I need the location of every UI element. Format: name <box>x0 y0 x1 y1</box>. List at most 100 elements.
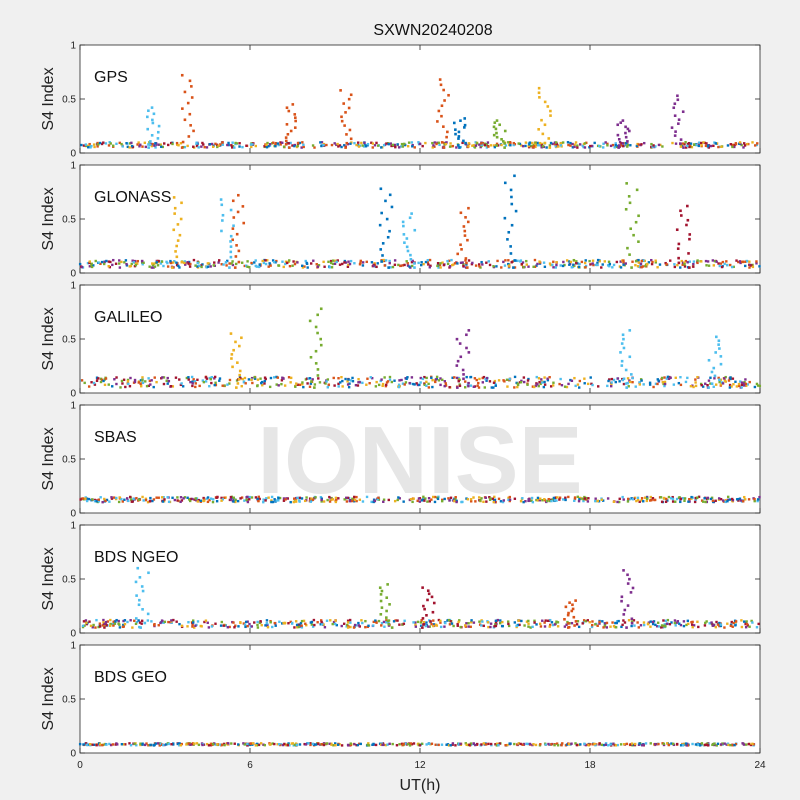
data-point <box>147 143 150 146</box>
data-point <box>154 146 157 149</box>
data-point <box>596 258 600 262</box>
data-point <box>718 145 721 148</box>
data-point <box>690 145 694 149</box>
data-point <box>397 496 400 499</box>
data-point <box>640 379 643 382</box>
data-point <box>231 145 235 148</box>
data-point <box>361 261 365 264</box>
data-point <box>543 100 547 104</box>
data-point <box>504 259 507 262</box>
data-point <box>717 498 721 501</box>
data-point <box>619 351 622 354</box>
data-point <box>719 355 723 358</box>
data-point <box>608 378 611 381</box>
data-point <box>264 377 267 381</box>
data-point <box>230 144 233 147</box>
data-point <box>494 384 497 387</box>
data-point <box>329 619 332 622</box>
data-point <box>429 743 432 746</box>
data-point <box>151 121 155 125</box>
data-point <box>393 143 396 147</box>
data-point <box>160 260 164 263</box>
data-point <box>277 384 280 387</box>
data-point <box>232 348 235 352</box>
data-point <box>97 143 100 146</box>
data-point <box>597 385 600 388</box>
data-point <box>320 497 323 500</box>
data-point <box>503 380 506 383</box>
data-point <box>443 625 446 628</box>
data-point <box>443 497 446 501</box>
data-point <box>622 382 626 386</box>
data-point <box>596 261 599 265</box>
data-point <box>578 496 582 500</box>
data-point <box>500 143 503 147</box>
data-point <box>350 141 353 144</box>
data-point <box>709 382 712 385</box>
data-point <box>546 619 550 622</box>
data-point <box>755 143 759 147</box>
data-point <box>631 260 634 263</box>
data-point <box>141 379 144 382</box>
data-point <box>99 380 103 384</box>
data-point <box>697 144 701 148</box>
data-point <box>340 744 344 747</box>
data-point <box>126 380 130 383</box>
data-point <box>104 499 107 503</box>
data-point <box>102 618 105 622</box>
spike-cluster <box>455 329 471 389</box>
data-point <box>711 624 714 627</box>
data-point <box>374 743 378 747</box>
data-point <box>742 146 745 149</box>
data-point <box>666 499 669 502</box>
data-point <box>271 259 275 262</box>
data-point <box>565 385 569 389</box>
data-point <box>235 386 238 389</box>
data-point <box>264 499 267 502</box>
data-point <box>590 144 594 148</box>
data-point <box>586 619 589 622</box>
data-point <box>232 224 235 228</box>
data-point <box>495 135 499 139</box>
data-point <box>388 742 391 746</box>
data-point <box>593 141 596 145</box>
data-point <box>686 744 690 747</box>
data-point <box>751 742 754 746</box>
data-point <box>104 142 108 145</box>
data-point <box>146 115 149 119</box>
data-point <box>275 383 278 386</box>
data-point <box>489 625 492 629</box>
data-point <box>616 620 619 623</box>
data-point <box>541 132 545 136</box>
data-point <box>758 265 761 268</box>
data-point <box>531 500 535 504</box>
data-point <box>104 377 108 380</box>
data-point <box>276 142 280 145</box>
data-point <box>113 622 117 625</box>
data-point <box>371 376 374 380</box>
data-point <box>543 497 546 501</box>
data-point <box>710 621 713 624</box>
data-point <box>574 384 577 388</box>
data-point <box>623 608 627 612</box>
data-point <box>434 378 438 381</box>
data-point <box>277 496 280 500</box>
data-point <box>405 260 408 263</box>
data-point <box>287 742 290 745</box>
data-point <box>380 622 384 625</box>
data-point <box>704 500 707 504</box>
data-point <box>692 262 695 266</box>
data-point <box>228 262 231 265</box>
data-point <box>495 131 498 135</box>
baseline-points <box>80 375 762 389</box>
data-point <box>535 264 538 267</box>
spike-cluster <box>378 583 394 629</box>
data-point <box>191 384 194 388</box>
data-point <box>178 742 181 745</box>
data-point <box>714 142 718 145</box>
data-point <box>205 265 208 268</box>
data-point <box>92 623 95 627</box>
data-point <box>734 620 738 623</box>
data-point <box>719 743 723 746</box>
data-point <box>622 144 625 148</box>
